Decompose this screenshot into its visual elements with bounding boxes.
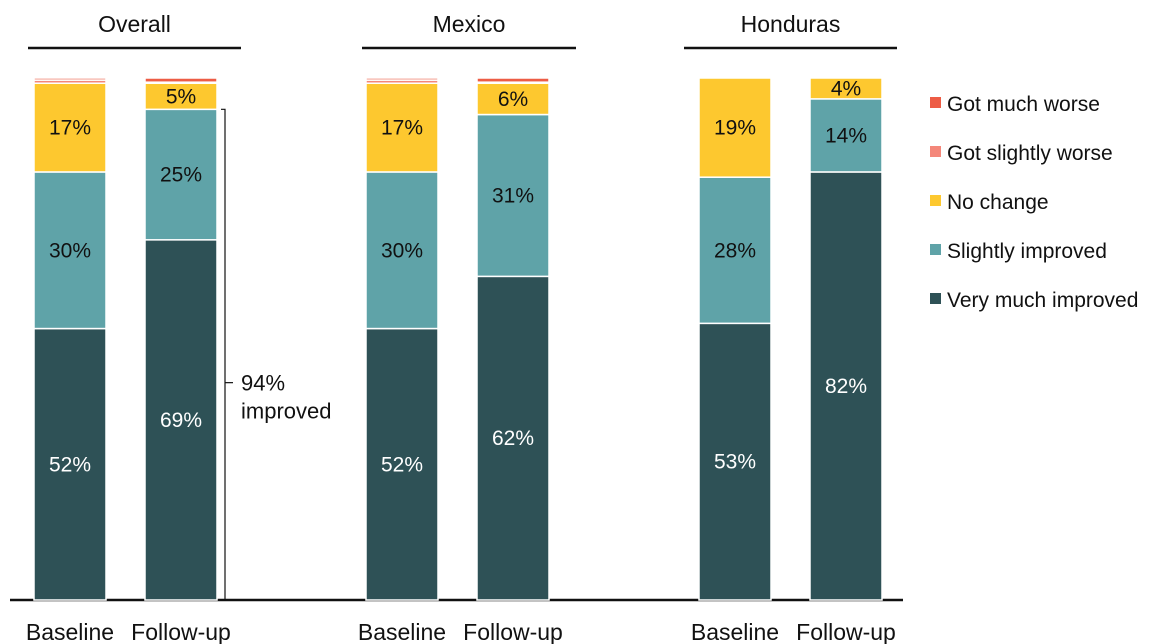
data-label-mexico-baseline-slightly-improved: 30% — [381, 239, 423, 262]
tick-label-overall-baseline: Baseline — [26, 619, 114, 644]
bar-segment-mexico-baseline-got-much-worse — [365, 77, 439, 81]
group-title-mexico: Mexico — [433, 11, 506, 37]
legend-swatch-slightly-improved — [930, 244, 941, 255]
data-label-overall-baseline-slightly-improved: 30% — [49, 239, 91, 262]
legend-label-slightly-improved: Slightly improved — [947, 240, 1107, 263]
legend-label-no-change: No change — [947, 191, 1049, 214]
bar-segment-mexico-follow-up-very-much-improved — [476, 275, 550, 601]
data-label-overall-follow-up-no-change: 5% — [166, 85, 196, 108]
data-label-honduras-baseline-slightly-improved: 28% — [714, 239, 756, 262]
tick-label-mexico-baseline: Baseline — [358, 619, 446, 644]
bar-segment-mexico-baseline-very-much-improved — [365, 327, 439, 601]
bar-segment-overall-follow-up-slightly-improved — [144, 108, 218, 241]
bar-segment-mexico-follow-up-no-change — [476, 82, 550, 116]
bar-segment-honduras-baseline-slightly-improved — [698, 176, 772, 325]
legend-label-got-slightly-worse: Got slightly worse — [947, 142, 1113, 165]
bar-segment-overall-baseline-got-much-worse — [33, 77, 107, 81]
data-label-honduras-follow-up-slightly-improved: 14% — [825, 124, 867, 147]
data-label-mexico-baseline-no-change: 17% — [381, 117, 423, 140]
legend-swatch-no-change — [930, 195, 941, 206]
legend-label-very-much-improved: Very much improved — [947, 289, 1138, 312]
bar-segment-overall-follow-up-no-change — [144, 82, 218, 111]
bar-segment-overall-baseline-very-much-improved — [33, 327, 107, 601]
tick-label-honduras-baseline: Baseline — [691, 619, 779, 644]
legend-swatch-got-slightly-worse — [930, 146, 941, 157]
annotation-line-1: 94% — [241, 371, 285, 396]
bar-segment-honduras-follow-up-slightly-improved — [809, 98, 883, 173]
bar-segment-mexico-follow-up-got-much-worse — [476, 77, 550, 83]
bar-segment-overall-follow-up-got-much-worse — [144, 77, 218, 83]
data-label-mexico-follow-up-no-change: 6% — [498, 88, 528, 111]
group-title-honduras: Honduras — [741, 11, 841, 37]
annotation-line-2: improved — [241, 399, 331, 424]
legend-swatch-very-much-improved — [930, 293, 941, 304]
bar-segment-overall-follow-up-very-much-improved — [144, 239, 218, 601]
legend-label-got-much-worse: Got much worse — [947, 93, 1100, 116]
data-label-honduras-follow-up-no-change: 4% — [831, 77, 861, 100]
bar-segment-honduras-follow-up-very-much-improved — [809, 171, 883, 601]
bar-segment-overall-baseline-no-change — [33, 82, 107, 173]
data-label-honduras-baseline-very-much-improved: 53% — [714, 451, 756, 474]
tick-label-overall-follow-up: Follow-up — [131, 619, 231, 644]
tick-label-mexico-follow-up: Follow-up — [463, 619, 563, 644]
data-label-overall-follow-up-very-much-improved: 69% — [160, 409, 202, 432]
data-label-honduras-follow-up-very-much-improved: 82% — [825, 375, 867, 398]
bar-segment-honduras-baseline-very-much-improved — [698, 322, 772, 601]
data-label-overall-follow-up-slightly-improved: 25% — [160, 164, 202, 187]
legend-swatch-got-much-worse — [930, 97, 941, 108]
data-label-mexico-follow-up-slightly-improved: 31% — [492, 184, 534, 207]
improved-bracket — [221, 108, 226, 601]
bar-segment-mexico-follow-up-slightly-improved — [476, 113, 550, 278]
data-label-honduras-baseline-no-change: 19% — [714, 117, 756, 140]
bar-segment-honduras-baseline-no-change — [698, 77, 772, 178]
tick-label-honduras-follow-up: Follow-up — [796, 619, 896, 644]
group-title-overall: Overall — [98, 11, 171, 37]
data-label-mexico-baseline-very-much-improved: 52% — [381, 453, 423, 476]
bar-segment-honduras-follow-up-no-change — [809, 77, 883, 100]
data-label-overall-baseline-no-change: 17% — [49, 117, 91, 140]
bar-segment-mexico-baseline-slightly-improved — [365, 171, 439, 330]
data-label-overall-baseline-very-much-improved: 52% — [49, 453, 91, 476]
data-label-mexico-follow-up-very-much-improved: 62% — [492, 427, 534, 450]
